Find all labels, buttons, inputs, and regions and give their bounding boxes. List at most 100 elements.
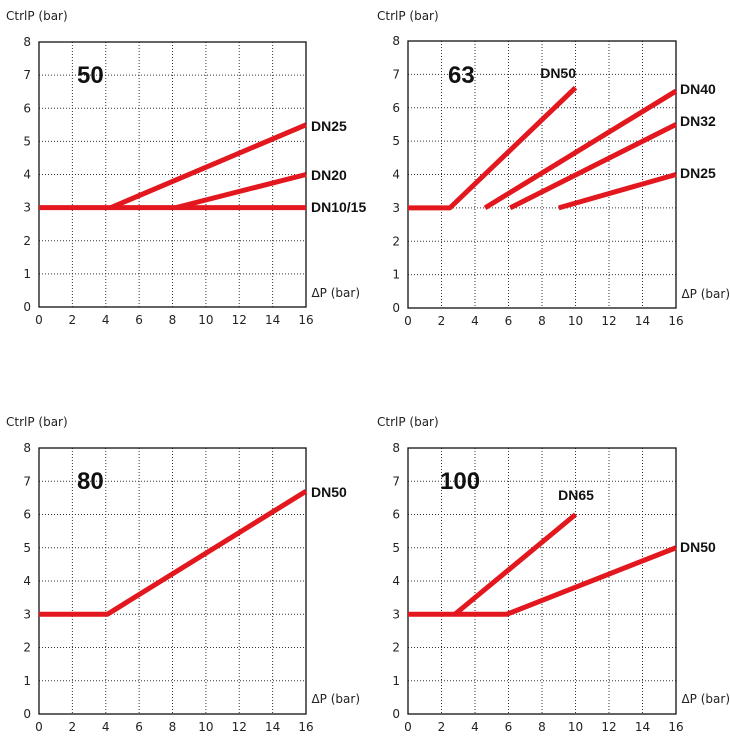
- y-tick-label: 7: [23, 474, 31, 488]
- y-tick-label: 2: [392, 234, 400, 248]
- y-tick-label: 4: [392, 168, 400, 182]
- x-tick-label: 12: [232, 313, 247, 327]
- x-tick-label: 6: [505, 314, 513, 328]
- chart-panel-1: 0 2 4 6 8 10 12 14 16012345678DN50DN40DN32DN2563…: [377, 9, 730, 328]
- series-label: DN50: [540, 65, 576, 81]
- y-tick-label: 4: [392, 574, 400, 588]
- chart-title: 63: [448, 62, 475, 89]
- x-tick-label: 2: [438, 720, 446, 734]
- y-tick-label: 3: [392, 607, 400, 621]
- x-tick-label: 4: [102, 313, 110, 327]
- chart-title: 100: [440, 468, 480, 495]
- x-tick-label: 0: [35, 313, 43, 327]
- y-tick-label: 1: [23, 674, 31, 688]
- x-tick-label: 16: [298, 313, 313, 327]
- x-tick-label: 2: [69, 720, 77, 734]
- x-tick-label: 14: [635, 314, 650, 328]
- chart-title: 80: [77, 468, 104, 495]
- x-tick-label: 4: [471, 720, 479, 734]
- y-axis-label: CtrlP (bar): [377, 9, 439, 23]
- x-tick-label: 2: [438, 314, 446, 328]
- y-tick-label: 7: [392, 474, 400, 488]
- series-line-dn25: [109, 122, 307, 210]
- y-tick-label: 3: [392, 201, 400, 215]
- y-tick-label: 2: [23, 641, 31, 655]
- plot-frame: [38, 447, 307, 715]
- y-tick-label: 6: [392, 101, 400, 115]
- x-tick-label: 16: [298, 720, 313, 734]
- y-tick-label: 0: [392, 301, 400, 315]
- series-line-dn20: [175, 172, 307, 211]
- plot-frame: [407, 447, 677, 715]
- x-tick-label: 8: [538, 314, 546, 328]
- y-tick-label: 7: [392, 67, 400, 81]
- y-tick-label: 7: [23, 68, 31, 82]
- y-tick-label: 6: [23, 508, 31, 522]
- x-axis-label: ΔP (bar): [681, 692, 730, 706]
- x-tick-label: 0: [35, 720, 43, 734]
- y-tick-label: 1: [392, 674, 400, 688]
- y-axis-label: CtrlP (bar): [6, 415, 68, 429]
- x-tick-label: 4: [471, 314, 479, 328]
- x-tick-label: 8: [169, 720, 177, 734]
- series-line-dn25: [558, 172, 677, 211]
- y-axis-label: CtrlP (bar): [377, 415, 439, 429]
- x-axis-label: ΔP (bar): [681, 287, 730, 301]
- x-tick-label: 10: [568, 314, 583, 328]
- y-tick-label: 5: [23, 134, 31, 148]
- x-tick-label: 6: [135, 313, 143, 327]
- series-label: DN25: [680, 165, 716, 181]
- x-tick-label: 10: [198, 313, 213, 327]
- y-tick-label: 8: [23, 35, 31, 49]
- y-tick-label: 1: [23, 267, 31, 281]
- y-axis-label: CtrlP (bar): [6, 9, 68, 23]
- x-tick-label: 16: [668, 720, 683, 734]
- series-line-dn50: [408, 85, 578, 211]
- series-label: DN40: [680, 81, 716, 97]
- series-label: DN50: [680, 539, 716, 555]
- series-label: DN32: [680, 113, 716, 129]
- series-label: DN10/15: [311, 199, 366, 215]
- chart-title: 50: [77, 62, 104, 89]
- x-tick-label: 14: [265, 313, 280, 327]
- y-tick-label: 8: [392, 34, 400, 48]
- x-tick-label: 8: [169, 313, 177, 327]
- x-tick-label: 0: [404, 720, 412, 734]
- y-tick-label: 8: [392, 441, 400, 455]
- y-tick-label: 0: [23, 300, 31, 314]
- x-tick-label: 4: [102, 720, 110, 734]
- x-axis-label: ΔP (bar): [311, 286, 360, 300]
- y-tick-label: 2: [392, 641, 400, 655]
- y-tick-label: 2: [23, 234, 31, 248]
- x-tick-label: 2: [69, 313, 77, 327]
- x-tick-label: 14: [265, 720, 280, 734]
- y-tick-label: 6: [23, 101, 31, 115]
- x-tick-label: 12: [232, 720, 247, 734]
- y-tick-label: 6: [392, 508, 400, 522]
- y-tick-label: 0: [392, 707, 400, 721]
- series-label: DN65: [558, 487, 594, 503]
- y-tick-label: 5: [392, 134, 400, 148]
- x-tick-label: 6: [135, 720, 143, 734]
- series-line-dn50: [39, 489, 308, 617]
- x-tick-label: 14: [635, 720, 650, 734]
- x-tick-label: 6: [505, 720, 513, 734]
- series-label: DN50: [311, 484, 347, 500]
- y-tick-label: 4: [23, 168, 31, 182]
- series-line-dn50: [408, 545, 677, 617]
- y-tick-label: 4: [23, 574, 31, 588]
- x-tick-label: 8: [538, 720, 546, 734]
- x-axis-label: ΔP (bar): [311, 692, 360, 706]
- y-tick-label: 5: [392, 541, 400, 555]
- y-tick-label: 3: [23, 201, 31, 215]
- y-tick-label: 3: [23, 607, 31, 621]
- series-line-dn65: [453, 512, 578, 617]
- x-tick-label: 0: [404, 314, 412, 328]
- y-tick-label: 0: [23, 707, 31, 721]
- x-tick-label: 16: [668, 314, 683, 328]
- x-tick-label: 10: [568, 720, 583, 734]
- series-label: DN20: [311, 167, 347, 183]
